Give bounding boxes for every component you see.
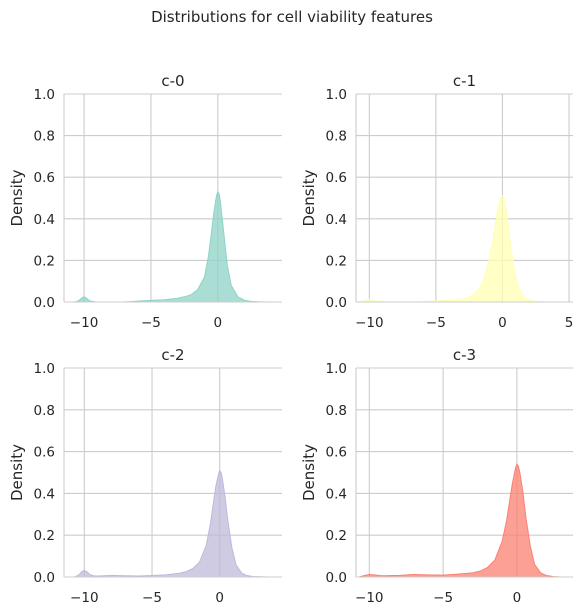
y-tick-label: 0.4	[326, 486, 347, 502]
subplot-3: 0.0 0.2 0.4 0.6 0.8 1.0 −10 −5 0 c-3 Density	[300, 346, 573, 606]
y-tick-label: 0.2	[326, 253, 347, 269]
density-area	[74, 190, 269, 303]
y-axis-label: Density	[300, 169, 318, 226]
density-area	[74, 469, 269, 578]
x-tick-label: −5	[433, 590, 453, 606]
y-tick-label: 1.0	[326, 87, 347, 103]
y-tick-label: 0.6	[34, 170, 55, 186]
y-tick-label: 0.8	[34, 129, 55, 145]
x-tick-label: −5	[142, 590, 162, 606]
y-tick-label: 0.4	[34, 212, 55, 228]
y-tick-label: 0.4	[326, 212, 347, 228]
y-axis-label: Density	[8, 444, 26, 501]
density-area	[359, 194, 554, 303]
x-tick-label: −5	[426, 315, 446, 331]
y-tick-label: 1.0	[326, 361, 347, 377]
y-tick-label: 0.8	[326, 129, 347, 145]
y-tick-label: 0.6	[34, 445, 55, 461]
x-tick-label: −5	[141, 315, 161, 331]
y-tick-label: 0.6	[326, 445, 347, 461]
subplot-2: 0.0 0.2 0.4 0.6 0.8 1.0 −10 −5 0 c-2 Density	[8, 346, 282, 606]
y-tick-label: 0.2	[34, 253, 55, 269]
y-tick-label: 0.8	[34, 403, 55, 419]
y-tick-label: 0.0	[326, 295, 347, 311]
y-tick-label: 0.8	[326, 403, 347, 419]
figure-title: Distributions for cell viability feature…	[151, 8, 433, 26]
subplot-0: 0.0 0.2 0.4 0.6 0.8 1.0 −10 −5 0 c-0 Density	[8, 72, 282, 331]
y-tick-label: 0.0	[34, 570, 55, 586]
x-tick-label: 0	[498, 315, 507, 331]
subplot-title: c-1	[453, 72, 476, 90]
subplot-grid: 0.0 0.2 0.4 0.6 0.8 1.0 −10 −5 0 c-0 Density 0.0 0.2…	[8, 72, 573, 606]
subplot-1: 0.0 0.2 0.4 0.6 0.8 1.0 −10 −5 0 5 c-1 Density	[300, 72, 573, 331]
density-area	[358, 463, 562, 578]
x-tick-label: −10	[70, 315, 99, 331]
y-tick-label: 0.4	[34, 486, 55, 502]
y-tick-label: 0.0	[326, 570, 347, 586]
x-tick-label: −10	[355, 590, 384, 606]
y-tick-label: 0.2	[326, 528, 347, 544]
x-tick-label: 0	[513, 590, 522, 606]
y-tick-label: 0.2	[34, 528, 55, 544]
y-axis-label: Density	[8, 169, 26, 226]
y-tick-label: 0.6	[326, 170, 347, 186]
subplot-title: c-3	[453, 346, 476, 364]
subplot-title: c-2	[161, 346, 184, 364]
x-tick-label: −10	[70, 590, 99, 606]
y-axis-label: Density	[300, 444, 318, 501]
y-tick-label: 0.0	[34, 295, 55, 311]
x-tick-label: −10	[355, 315, 384, 331]
x-tick-label: 0	[215, 590, 224, 606]
subplot-title: c-0	[161, 72, 184, 90]
y-tick-label: 1.0	[34, 361, 55, 377]
x-tick-label: 0	[214, 315, 223, 331]
x-tick-label: 5	[565, 315, 574, 331]
y-tick-label: 1.0	[34, 87, 55, 103]
